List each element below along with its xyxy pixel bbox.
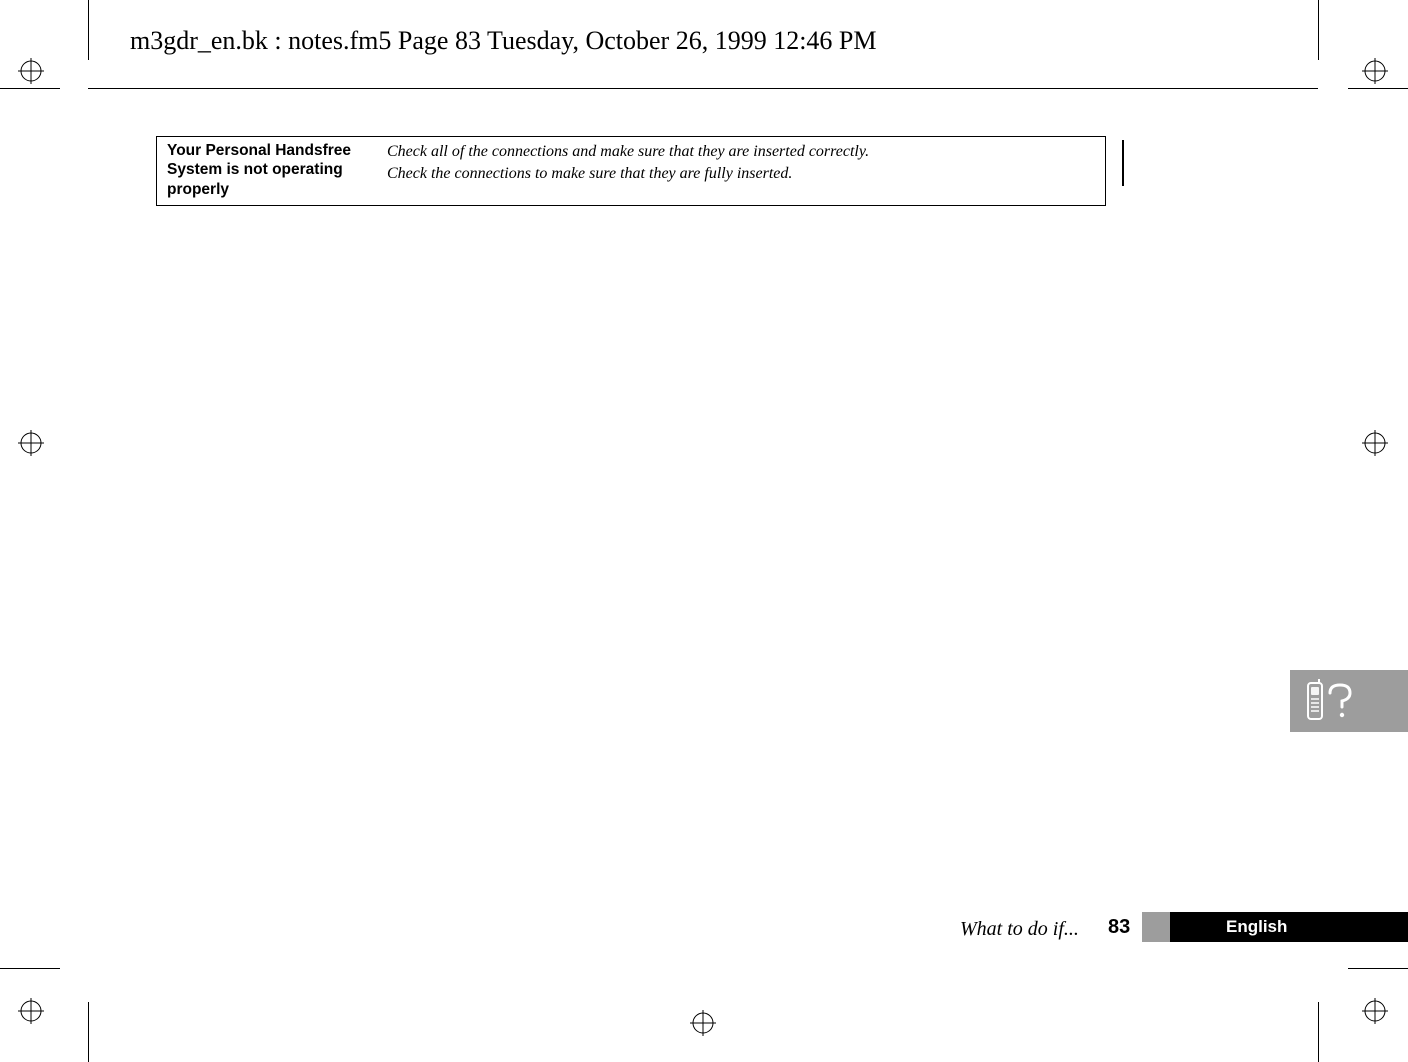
problem-text: properly (167, 180, 367, 199)
registration-mark-icon (18, 998, 44, 1024)
crop-mark-icon (1348, 88, 1408, 89)
phone-question-icon (1304, 679, 1360, 723)
crop-mark-icon (1318, 1002, 1319, 1062)
registration-mark-icon (690, 1010, 716, 1036)
footer-section-title: What to do if... (960, 918, 1079, 941)
troubleshoot-table: Your Personal Handsfree System is not op… (156, 136, 1106, 206)
solution-cell: Check all of the connections and make su… (377, 137, 1105, 205)
problem-text: Your Personal Handsfree (167, 141, 367, 160)
registration-mark-icon (1362, 998, 1388, 1024)
footer-page-number: 83 (1108, 916, 1130, 939)
registration-mark-icon (1362, 58, 1388, 84)
change-bar-icon (1122, 140, 1124, 186)
page-root: m3gdr_en.bk : notes.fm5 Page 83 Tuesday,… (0, 0, 1408, 1062)
header-rule (88, 88, 1318, 89)
crop-mark-icon (1348, 968, 1408, 969)
registration-mark-icon (18, 430, 44, 456)
footer-language-bar: English (1170, 912, 1408, 942)
problem-cell: Your Personal Handsfree System is not op… (157, 137, 377, 205)
crop-mark-icon (1318, 0, 1319, 60)
table-row: Your Personal Handsfree System is not op… (157, 137, 1105, 205)
crop-mark-icon (0, 88, 60, 89)
crop-mark-icon (88, 0, 89, 60)
footer-language-label: English (1226, 917, 1287, 937)
crop-mark-icon (88, 1002, 89, 1062)
solution-text: Check the connections to make sure that … (387, 163, 1095, 185)
registration-mark-icon (18, 58, 44, 84)
page-header-text: m3gdr_en.bk : notes.fm5 Page 83 Tuesday,… (130, 26, 877, 56)
section-tab (1290, 670, 1408, 732)
problem-text: System is not operating (167, 160, 367, 179)
crop-mark-icon (0, 968, 60, 969)
registration-mark-icon (1362, 430, 1388, 456)
solution-text: Check all of the connections and make su… (387, 141, 1095, 163)
page-footer: What to do if... 83 English (0, 918, 1408, 958)
